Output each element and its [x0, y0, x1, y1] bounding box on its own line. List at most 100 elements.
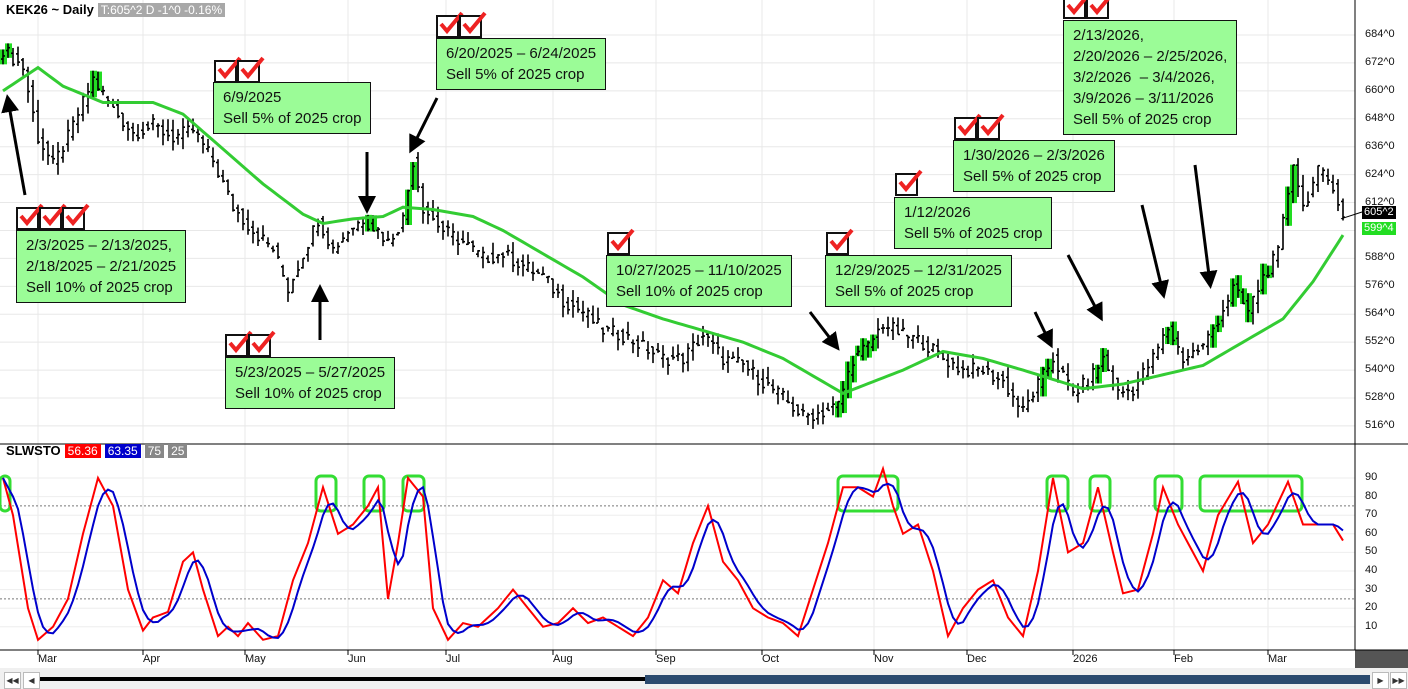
- price-bar: [456, 231, 460, 255]
- price-bar: [855, 345, 862, 357]
- price-bar: [1156, 343, 1160, 360]
- price-bar: [236, 204, 240, 223]
- price-bar: [986, 359, 990, 375]
- scroll-right-button[interactable]: ▶: [1372, 672, 1389, 689]
- stoch-axis-label: 30: [1365, 582, 1378, 595]
- price-bar: [896, 317, 900, 336]
- price-bar: [865, 340, 872, 358]
- price-bar: [1170, 321, 1177, 346]
- checkmark-group: [436, 11, 487, 38]
- price-bar: [1321, 167, 1325, 182]
- scroll-end-button[interactable]: ▶▶: [1390, 672, 1407, 689]
- symbol-label: KEK26 ~ Daily: [6, 2, 94, 17]
- price-bar: [471, 240, 475, 253]
- price-bar: [441, 220, 445, 240]
- checkmark-group: [1063, 0, 1110, 19]
- checkmark-group: [826, 228, 854, 255]
- checkmark-icon: [248, 330, 276, 357]
- stoch-axis-label: 50: [1365, 545, 1378, 558]
- price-axis-label: 552^0: [1365, 335, 1395, 348]
- price-bar: [1201, 343, 1205, 350]
- price-bar: [576, 297, 580, 313]
- price-bar: [476, 250, 480, 258]
- price-bar: [186, 119, 190, 138]
- scroll-left-button[interactable]: ◀: [23, 672, 40, 689]
- scroll-thumb[interactable]: [645, 675, 1370, 684]
- price-bar: [541, 266, 545, 276]
- price-bar: [835, 400, 842, 418]
- price-bar: [306, 246, 310, 262]
- price-bar: [71, 116, 75, 141]
- overbought-highlight: [1198, 474, 1304, 513]
- checkmark-icon: [39, 203, 67, 230]
- price-axis-label: 660^0: [1365, 83, 1395, 96]
- price-bar: [981, 365, 985, 375]
- price-bar: [291, 278, 295, 294]
- overbought-highlight: [1153, 474, 1184, 513]
- price-bar: [921, 334, 925, 351]
- price-bar: [536, 268, 540, 274]
- stoch-axis-label: 60: [1365, 526, 1378, 539]
- price-bar: [446, 220, 450, 237]
- last-price-leader: [1340, 211, 1363, 220]
- price-bar: [31, 79, 35, 122]
- indicator-header: SLWSTO 56.36 63.35 75 25: [6, 443, 188, 458]
- price-bar: [1121, 386, 1125, 398]
- price-bar: [811, 408, 815, 429]
- axis-corner: [1355, 650, 1408, 668]
- price-bar: [256, 227, 260, 247]
- checkmark-icon: [237, 56, 265, 83]
- price-bar: [1226, 294, 1230, 317]
- price-axis-label: 672^0: [1365, 55, 1395, 68]
- price-bar: [1245, 293, 1252, 323]
- price-bar: [1191, 342, 1195, 359]
- price-bar: [266, 237, 270, 248]
- stoch-axis-label: 20: [1365, 601, 1378, 614]
- price-bar: [706, 333, 710, 347]
- price-bar: [196, 127, 200, 143]
- price-axis-label: 516^0: [1365, 418, 1395, 431]
- scroll-start-button[interactable]: ◀◀: [4, 672, 21, 689]
- arrow-pointer: [1, 94, 27, 196]
- price-bar: [956, 356, 960, 376]
- sell-annotation: 1/12/2026 Sell 5% of 2025 crop: [894, 197, 1053, 249]
- price-bar: [336, 242, 340, 254]
- price-bar: [416, 152, 420, 193]
- price-bar: [776, 385, 780, 405]
- price-bar: [926, 336, 930, 360]
- price-bar: [636, 335, 640, 357]
- price-bar: [296, 260, 300, 278]
- price-bar: [1011, 382, 1015, 407]
- price-bar: [1326, 168, 1330, 185]
- price-bar: [311, 225, 315, 247]
- price-bar: [586, 307, 590, 328]
- price-bar: [1311, 176, 1315, 198]
- price-bar: [581, 300, 585, 322]
- price-bar: [271, 245, 275, 253]
- checkmark-icon: [459, 11, 487, 38]
- checkmark-icon: [954, 113, 982, 140]
- price-bar: [301, 257, 305, 269]
- checkmark-icon: [225, 330, 253, 357]
- price-axis-label: 684^0: [1365, 28, 1395, 40]
- stoch-d-line: [2, 477, 1344, 640]
- checkmark-icon: [607, 228, 635, 255]
- price-bar: [1316, 164, 1320, 193]
- price-bar: [486, 255, 490, 264]
- price-bar: [1296, 158, 1300, 198]
- price-bar: [36, 99, 40, 145]
- price-bar: [736, 347, 740, 363]
- price-bar: [1026, 389, 1030, 413]
- price-bar: [756, 369, 760, 396]
- price-bar: [751, 359, 755, 380]
- price-bar: [791, 396, 795, 417]
- arrow-pointer: [1033, 311, 1053, 349]
- last-price-tag: 605^2: [1362, 206, 1396, 219]
- sell-annotation: 1/30/2026 – 2/3/2026 Sell 5% of 2025 cro…: [953, 140, 1115, 192]
- price-bar: [1271, 250, 1275, 278]
- price-bar: [621, 328, 625, 346]
- price-bar: [361, 216, 365, 236]
- scroll-track[interactable]: [40, 677, 645, 681]
- price-bar: [746, 360, 750, 376]
- ma-price-tag: 599^4: [1362, 222, 1396, 235]
